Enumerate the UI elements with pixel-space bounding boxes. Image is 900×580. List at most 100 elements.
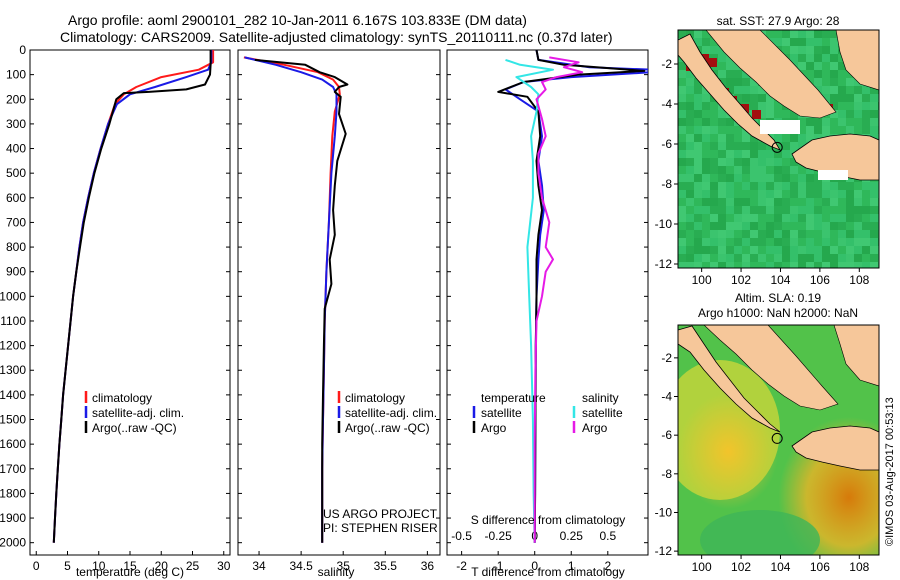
- temperature-xlabel: temperature (deg C): [76, 565, 184, 579]
- sst-cell: [734, 262, 742, 268]
- sst-cell: [742, 262, 750, 268]
- sst-cell: [854, 198, 862, 206]
- sst-cell: [806, 230, 814, 238]
- sst-cell: [782, 198, 790, 206]
- sst-cell: [838, 246, 846, 254]
- depth-tick-label: 1300: [0, 363, 26, 377]
- sst-cell: [782, 134, 790, 142]
- map-lat-label: -6: [661, 137, 672, 151]
- sst-cell: [830, 46, 838, 54]
- pi-label: PI: STEPHEN RISER: [323, 521, 438, 535]
- sst-cell: [838, 62, 846, 70]
- sst-cell: [734, 222, 742, 230]
- sst-cell: [710, 118, 718, 126]
- sst-cell: [806, 262, 814, 268]
- header-line2: Climatology: CARS2009. Satellite-adjuste…: [60, 29, 613, 45]
- depth-tick-label: 1900: [0, 511, 26, 525]
- sst-cell: [862, 222, 870, 230]
- sst-cell: [846, 110, 854, 118]
- sst-cell: [710, 222, 718, 230]
- sst-cell: [838, 198, 846, 206]
- sst-cell: [758, 142, 766, 150]
- sst-cell: [694, 198, 702, 206]
- sst-cell: [694, 118, 702, 126]
- depth-axis: 0 100 200 300 400 500 600 700 800 900 1000 1100 1200…: [0, 43, 230, 550]
- depth-tick-label: 500: [6, 166, 26, 180]
- sst-cell: [830, 198, 838, 206]
- legend-label-t-satellite: satellite: [481, 406, 522, 420]
- sst-cell: [766, 174, 774, 182]
- sst-cell: [774, 134, 782, 142]
- sst-cell: [710, 190, 718, 198]
- sst-white-patch-2: [818, 170, 848, 180]
- map-lon-label: 104: [770, 273, 790, 287]
- legend-label-t-argo: Argo: [481, 421, 507, 435]
- sst-cell: [782, 190, 790, 198]
- sst-cell: [710, 134, 718, 142]
- map-lon-label: 100: [692, 273, 712, 287]
- sst-cell: [822, 62, 830, 70]
- sst-cell: [726, 214, 734, 222]
- sst-cell: [726, 222, 734, 230]
- sst-cell: [702, 190, 710, 198]
- sst-cell: [774, 246, 782, 254]
- sst-cell: [838, 78, 846, 86]
- sst-cell: [822, 78, 830, 86]
- sst-cell: [702, 246, 710, 254]
- sst-cell: [758, 230, 766, 238]
- sst-cell: [686, 86, 694, 94]
- sst-cell: [718, 230, 726, 238]
- sst-cell: [822, 94, 830, 102]
- salinity-xlabel: salinity: [318, 565, 355, 579]
- sst-cell: [862, 230, 870, 238]
- sst-cell: [718, 134, 726, 142]
- series-line-satellite-s-: [505, 58, 554, 543]
- sst-cell: [846, 206, 854, 214]
- sst-cell: [726, 150, 734, 158]
- sst-cell: [862, 102, 870, 110]
- sst-cell: [678, 86, 686, 94]
- sst-cell: [854, 190, 862, 198]
- sst-cell: [790, 190, 798, 198]
- sst-cell: [822, 198, 830, 206]
- sst-cell: [726, 70, 734, 78]
- sst-cell: [678, 70, 686, 78]
- sst-cell: [790, 254, 798, 262]
- sst-cell: [870, 254, 878, 262]
- sst-cell: [822, 70, 830, 78]
- sst-cell: [838, 230, 846, 238]
- sst-cell: [846, 94, 854, 102]
- series-line-satellite-adj-clim-: [52, 50, 213, 543]
- depth-tick-label: 1600: [0, 437, 26, 451]
- sst-cell: [822, 262, 830, 268]
- temperature-axis: 0 5 10 15 20 25 30: [33, 551, 231, 573]
- sst-cell: [694, 134, 702, 142]
- sst-cell: [806, 254, 814, 262]
- sst-cell: [734, 166, 742, 174]
- t-difference-label: T difference from climatology: [471, 565, 625, 579]
- sst-cell: [694, 182, 702, 190]
- s-difference-tick-label: 0.5: [599, 529, 616, 543]
- sst-cell: [718, 246, 726, 254]
- sst-cell: [854, 182, 862, 190]
- sst-cell: [686, 222, 694, 230]
- sst-cell: [734, 142, 742, 150]
- legend-label-satellite-s: satellite-adj. clim.: [345, 406, 437, 420]
- sst-cell: [710, 38, 718, 46]
- salinity-tick-label: 34.5: [289, 559, 313, 573]
- sst-cell: [838, 206, 846, 214]
- sst-cell: [702, 150, 710, 158]
- sst-cell: [702, 206, 710, 214]
- sst-cell: [846, 118, 854, 126]
- sst-cell: [758, 214, 766, 222]
- sst-cell: [822, 190, 830, 198]
- sla-map: [678, 325, 879, 555]
- map-lat-label: -10: [655, 505, 673, 519]
- t-difference-tick-label: 2: [604, 559, 611, 573]
- depth-tick-label: 2000: [0, 536, 26, 550]
- sumatra-land-2: [678, 325, 781, 433]
- sst-cell: [734, 86, 742, 94]
- sst-cell: [814, 38, 822, 46]
- sst-cell: [782, 262, 790, 268]
- sst-cell: [766, 238, 774, 246]
